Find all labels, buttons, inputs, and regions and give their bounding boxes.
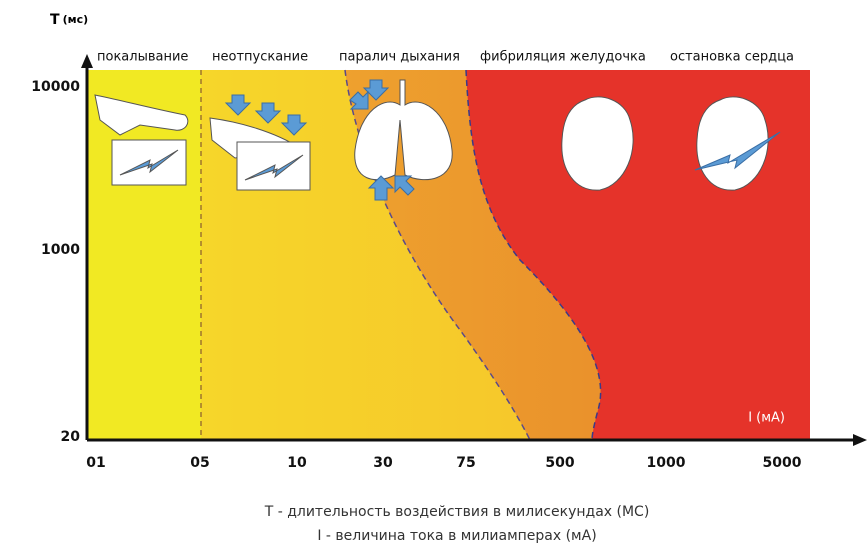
arrows-icon <box>349 79 415 201</box>
arrows-icon <box>224 94 308 136</box>
zone-label: неотпускание <box>212 50 308 65</box>
y-axis-title: T (мс) <box>50 12 88 28</box>
lungs-icon <box>354 79 453 181</box>
hand-icon <box>94 94 189 136</box>
x-label: 5000 <box>763 455 802 471</box>
y-unit: (мс) <box>63 13 89 26</box>
heart-icon <box>696 96 769 191</box>
y-arrow <box>81 54 93 68</box>
axes <box>81 54 867 446</box>
zone-label: остановка сердца <box>670 50 794 65</box>
y-label: 1000 <box>41 242 80 258</box>
x-label: 05 <box>190 455 209 471</box>
zone-label: паралич дыхания <box>339 50 460 65</box>
caption: I - величина тока в милиамперах (мА) <box>317 528 596 544</box>
heart-icon <box>561 96 634 191</box>
boundary <box>344 69 531 441</box>
x-label: 75 <box>456 455 475 471</box>
x-arrow <box>853 434 867 446</box>
zone-tingling <box>87 70 201 440</box>
y-symbol: T <box>50 12 60 28</box>
x-label: 1000 <box>647 455 686 471</box>
caption: T - длительность воздействия в милисекун… <box>264 504 650 520</box>
x-label: 10 <box>287 455 307 471</box>
spark-icon <box>694 131 781 171</box>
zone-label: фибриляция желудочка <box>480 50 646 65</box>
x-label: 500 <box>545 455 574 471</box>
icons <box>94 79 781 201</box>
x-unit-label: I (мА) <box>748 411 785 426</box>
plate-icon <box>236 141 311 191</box>
x-label: 30 <box>373 455 393 471</box>
spark-icon <box>244 154 304 181</box>
spark-icon <box>119 149 179 176</box>
zone-label: покалывание <box>97 50 188 65</box>
x-labels: 01 05 10 30 75 500 1000 5000 <box>86 455 801 471</box>
y-label: 10000 <box>31 79 80 95</box>
y-label: 20 <box>61 429 81 445</box>
x-label: 01 <box>86 455 105 471</box>
